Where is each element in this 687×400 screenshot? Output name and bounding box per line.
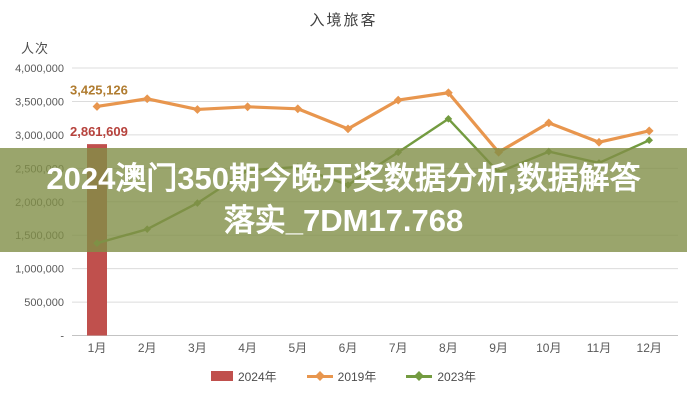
x-tick-label: 2月 xyxy=(138,341,157,355)
legend-item-2019: 2019年 xyxy=(306,368,377,385)
watermark-overlay: 2024澳门350期今晚开奖数据分析,数据解答 落实_7DM17.768 xyxy=(0,148,687,252)
x-tick-label: 4月 xyxy=(238,341,257,355)
x-tick-label: 9月 xyxy=(489,341,508,355)
marker-2019年 xyxy=(393,95,403,105)
marker-2019年 xyxy=(444,88,453,98)
diamond-marker-icon xyxy=(314,371,325,381)
line-swatch-icon xyxy=(306,371,333,381)
marker-2019年 xyxy=(293,104,303,114)
marker-2019年 xyxy=(544,118,554,128)
marker-2023年 xyxy=(444,115,453,123)
data-label: 2,861,609 xyxy=(70,124,128,139)
marker-2019年 xyxy=(343,124,353,134)
watermark-text-line1: 2024澳门350期今晚开奖数据分析,数据解答 xyxy=(46,161,641,196)
x-tick-label: 7月 xyxy=(389,341,408,355)
marker-2019年 xyxy=(594,137,604,147)
marker-2019年 xyxy=(193,105,202,114)
marker-2019年 xyxy=(92,102,102,111)
marker-2019年 xyxy=(644,126,654,136)
legend-item-2024: 2024年 xyxy=(210,368,277,385)
x-tick-label: 6月 xyxy=(339,341,358,355)
x-tick-label: 12月 xyxy=(637,341,662,355)
data-label: 3,425,126 xyxy=(70,82,128,97)
chart-title: 入境旅客 xyxy=(309,12,378,29)
y-axis-unit-label: 人次 xyxy=(21,41,50,56)
legend-label: 2024年 xyxy=(237,369,277,384)
x-tick-label: 8月 xyxy=(439,341,458,355)
marker-2019年 xyxy=(243,102,252,112)
legend-label: 2023年 xyxy=(437,369,477,384)
y-tick-label: - xyxy=(60,331,64,343)
y-tick-label: 4,000,000 xyxy=(15,63,64,75)
marker-2023年 xyxy=(645,136,653,145)
x-tick-label: 11月 xyxy=(587,341,611,355)
bar-swatch-icon xyxy=(210,371,233,381)
x-tick-label: 3月 xyxy=(188,341,207,355)
marker-2019年 xyxy=(142,94,152,104)
diamond-marker-icon xyxy=(414,371,425,381)
x-tick-label: 5月 xyxy=(288,341,307,355)
y-tick-label: 1,000,000 xyxy=(15,264,64,276)
y-tick-label: 3,500,000 xyxy=(15,96,64,108)
line-2019年 xyxy=(96,91,650,154)
legend-label: 2019年 xyxy=(337,369,377,384)
chart-legend: 2024年 2019年 2023年 xyxy=(0,366,687,386)
line-swatch-icon xyxy=(406,371,433,381)
legend-item-2023: 2023年 xyxy=(406,368,476,385)
y-tick-label: 500,000 xyxy=(24,297,64,309)
watermark-text-line2: 落实_7DM17.768 xyxy=(223,203,464,238)
x-tick-label: 10月 xyxy=(536,341,561,355)
x-tick-label: 1月 xyxy=(88,341,107,355)
y-tick-label: 3,000,000 xyxy=(15,130,64,142)
